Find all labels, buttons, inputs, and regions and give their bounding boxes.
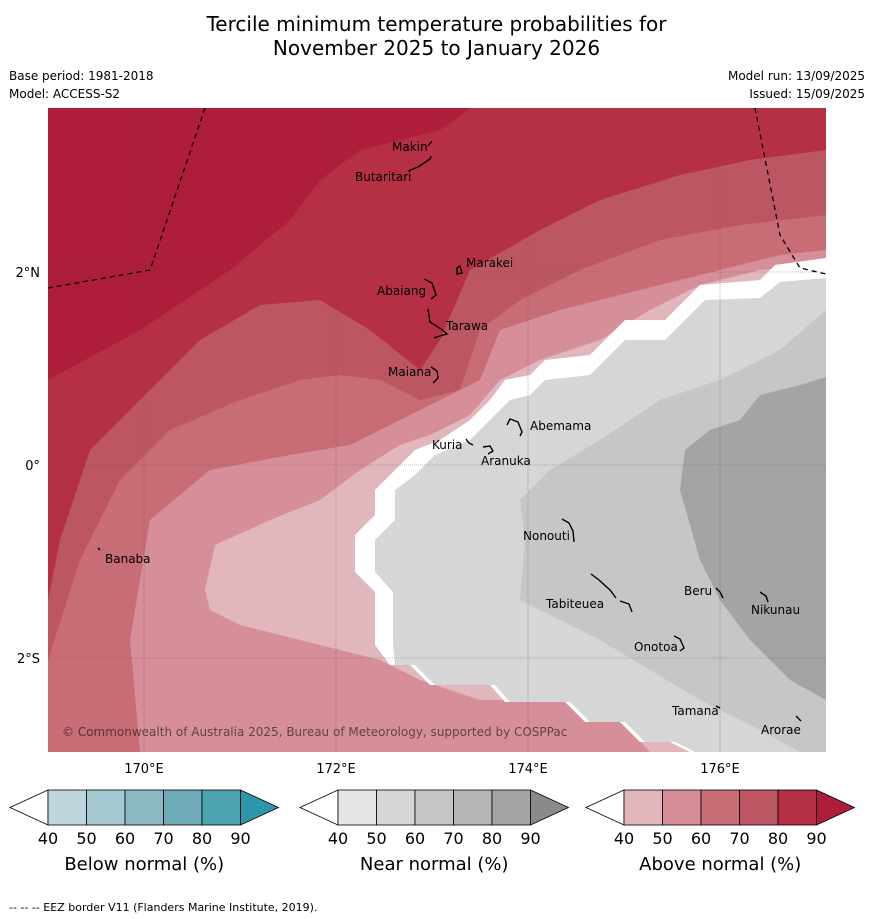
colorbar-tick-label: 50 <box>366 829 386 848</box>
colorbar-segment <box>662 789 702 826</box>
colorbar-label: Below normal (%) <box>64 854 224 875</box>
lat-label: 0° <box>25 459 40 474</box>
colorbar-segment <box>201 789 241 826</box>
issued-date: Issued: 15/09/2025 <box>749 87 865 101</box>
place-label: Tamana <box>671 704 719 718</box>
colorbar-segment <box>453 789 493 826</box>
gridlines <box>48 108 826 752</box>
near-70-region <box>680 377 826 700</box>
colorbar-min-arrow <box>585 789 625 826</box>
colorbar-segment <box>337 789 377 826</box>
place-label: Onotoa <box>634 640 678 654</box>
eez-footer-note: -- -- -- EEZ border V11 (Flanders Marine… <box>9 901 317 914</box>
colorbar-tick-label: 80 <box>768 829 788 848</box>
lat-axis-labels: 2°N 0° 2°S <box>16 266 41 667</box>
model-run: Model run: 13/09/2025 <box>727 69 865 83</box>
probability-map: Makin Butaritari Marakei Abaiang Tarawa … <box>48 108 826 752</box>
colorbar-segment <box>623 789 663 826</box>
place-label: Abaiang <box>377 284 426 298</box>
place-label: Beru <box>684 584 712 598</box>
place-label: Makin <box>392 140 428 154</box>
place-label: Nikunau <box>751 603 800 617</box>
copyright-notice: © Commonwealth of Australia 2025, Bureau… <box>62 725 567 739</box>
place-label: Tarawa <box>445 319 488 333</box>
lon-label: 176°E <box>700 762 740 777</box>
place-labels: Makin Butaritari Marakei Abaiang Tarawa … <box>105 140 801 737</box>
colorbar-segment <box>777 789 817 826</box>
colorbar-segment <box>414 789 454 826</box>
lon-label: 174°E <box>508 762 548 777</box>
colorbar-tick-label: 60 <box>405 829 425 848</box>
colorbar-tick-label: 60 <box>691 829 711 848</box>
colorbar-max-arrow <box>240 789 280 826</box>
place-label: Maiana <box>388 365 431 379</box>
colorbar-legends: 40 50 60 70 80 90 Below normal (%) 40 50 60 70 80 90… <box>9 789 856 875</box>
meta-right: Model run: 13/09/2025 Issued: 15/09/2025 <box>728 67 865 103</box>
place-label: Abemama <box>530 419 591 433</box>
colorbar-tick-label: 80 <box>192 829 212 848</box>
place-label: Butaritari <box>355 170 412 184</box>
base-period: Base period: 1981-2018 <box>9 69 154 83</box>
colorbar-segment <box>47 789 87 826</box>
colorbar-tick-label: 60 <box>115 829 135 848</box>
colorbar-tick-label: 90 <box>806 829 826 848</box>
colorbar-tick-label: 90 <box>520 829 540 848</box>
colorbar: 40 50 60 70 80 90 Below normal (%) <box>9 789 280 875</box>
colorbar-tick-label: 70 <box>729 829 749 848</box>
colorbar-segment <box>739 789 779 826</box>
colorbar-tick-label: 50 <box>652 829 672 848</box>
title-line-1: Tercile minimum temperature probabilitie… <box>206 12 667 36</box>
colorbar-tick-label: 90 <box>230 829 250 848</box>
place-label: Aranuka <box>481 454 531 468</box>
colorbar-min-arrow <box>9 789 49 826</box>
island-outlines <box>97 140 802 722</box>
lon-axis-labels: 170°E 172°E 174°E 176°E <box>124 762 740 777</box>
colorbar-tick-label: 70 <box>443 829 463 848</box>
colorbar-label: Near normal (%) <box>360 854 509 875</box>
model-name: Model: ACCESS-S2 <box>9 87 121 101</box>
place-label: Kuria <box>432 438 463 452</box>
colorbar-segment <box>124 789 164 826</box>
map-title: Tercile minimum temperature probabilitie… <box>0 12 873 60</box>
place-label: Arorae <box>761 723 801 737</box>
eez-border <box>48 108 826 289</box>
meta-left: Base period: 1981-2018 Model: ACCESS-S2 <box>9 67 154 103</box>
lat-label: 2°S <box>17 652 40 667</box>
place-label: Marakei <box>466 256 513 270</box>
colorbar-segment <box>376 789 416 826</box>
colorbar-tick-label: 50 <box>76 829 96 848</box>
place-label: Tabiteuea <box>545 597 604 611</box>
colorbar-segment <box>491 789 531 826</box>
lon-label: 170°E <box>124 762 164 777</box>
title-line-2: November 2025 to January 2026 <box>272 36 601 60</box>
colorbar-tick-label: 80 <box>482 829 502 848</box>
place-label: Banaba <box>105 552 151 566</box>
colorbar-max-arrow <box>530 789 570 826</box>
lat-label: 2°N <box>16 266 41 281</box>
colorbar-tick-label: 40 <box>614 829 634 848</box>
colorbar-tick-label: 40 <box>38 829 58 848</box>
colorbar-segment <box>700 789 740 826</box>
colorbar-segment <box>163 789 203 826</box>
colorbar: 40 50 60 70 80 90 Near normal (%) <box>299 789 570 875</box>
place-label: Nonouti <box>523 529 570 543</box>
lon-label: 172°E <box>316 762 356 777</box>
colorbar-max-arrow <box>816 789 856 826</box>
colorbar-segment <box>86 789 126 826</box>
colorbar-min-arrow <box>299 789 339 826</box>
colorbar: 40 50 60 70 80 90 Above normal (%) <box>585 789 856 875</box>
colorbar-tick-label: 40 <box>328 829 348 848</box>
colorbar-tick-label: 70 <box>153 829 173 848</box>
colorbar-label: Above normal (%) <box>639 854 801 875</box>
